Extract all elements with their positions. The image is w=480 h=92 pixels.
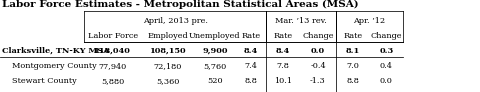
Text: Clarksville, TN-KY MSA: Clarksville, TN-KY MSA xyxy=(2,47,110,55)
Text: 5,760: 5,760 xyxy=(203,62,227,70)
Text: -1.3: -1.3 xyxy=(310,77,326,85)
Text: Mar. ’13 rev.: Mar. ’13 rev. xyxy=(275,17,327,25)
Text: 9,900: 9,900 xyxy=(202,47,228,55)
Text: 108,150: 108,150 xyxy=(150,47,186,55)
Text: Montgomery County: Montgomery County xyxy=(12,62,97,70)
Text: 8.4: 8.4 xyxy=(244,47,258,55)
Text: Employed: Employed xyxy=(148,32,188,40)
Text: Rate: Rate xyxy=(343,32,362,40)
Text: 7.8: 7.8 xyxy=(277,62,289,70)
Text: Apr. ’12: Apr. ’12 xyxy=(354,17,385,25)
Text: 77,940: 77,940 xyxy=(99,62,127,70)
Text: 118,040: 118,040 xyxy=(95,47,131,55)
Text: 520: 520 xyxy=(207,77,223,85)
Text: Change: Change xyxy=(371,32,402,40)
Text: Unemployed: Unemployed xyxy=(189,32,240,40)
Text: 7.4: 7.4 xyxy=(244,62,257,70)
Text: 72,180: 72,180 xyxy=(154,62,182,70)
Text: Labor Force Estimates - Metropolitan Statistical Areas (MSA): Labor Force Estimates - Metropolitan Sta… xyxy=(2,0,359,9)
Text: 0.4: 0.4 xyxy=(380,62,393,70)
Text: 0.0: 0.0 xyxy=(380,77,393,85)
Text: 8.8: 8.8 xyxy=(347,77,359,85)
Text: 8.4: 8.4 xyxy=(276,47,290,55)
Text: 0.3: 0.3 xyxy=(379,47,394,55)
Text: Stewart County: Stewart County xyxy=(12,77,77,85)
Text: 8.8: 8.8 xyxy=(244,77,257,85)
Text: Change: Change xyxy=(302,32,334,40)
Text: April, 2013 pre.: April, 2013 pre. xyxy=(143,17,208,25)
Text: Rate: Rate xyxy=(274,32,293,40)
Text: 0.0: 0.0 xyxy=(311,47,325,55)
Text: Rate: Rate xyxy=(241,32,260,40)
Text: 10.1: 10.1 xyxy=(274,77,292,85)
Text: Labor Force: Labor Force xyxy=(88,32,138,40)
Text: 8.1: 8.1 xyxy=(346,47,360,55)
Text: 7.0: 7.0 xyxy=(347,62,359,70)
Text: 5,360: 5,360 xyxy=(156,77,180,85)
Text: -0.4: -0.4 xyxy=(310,62,326,70)
Text: 5,880: 5,880 xyxy=(101,77,124,85)
